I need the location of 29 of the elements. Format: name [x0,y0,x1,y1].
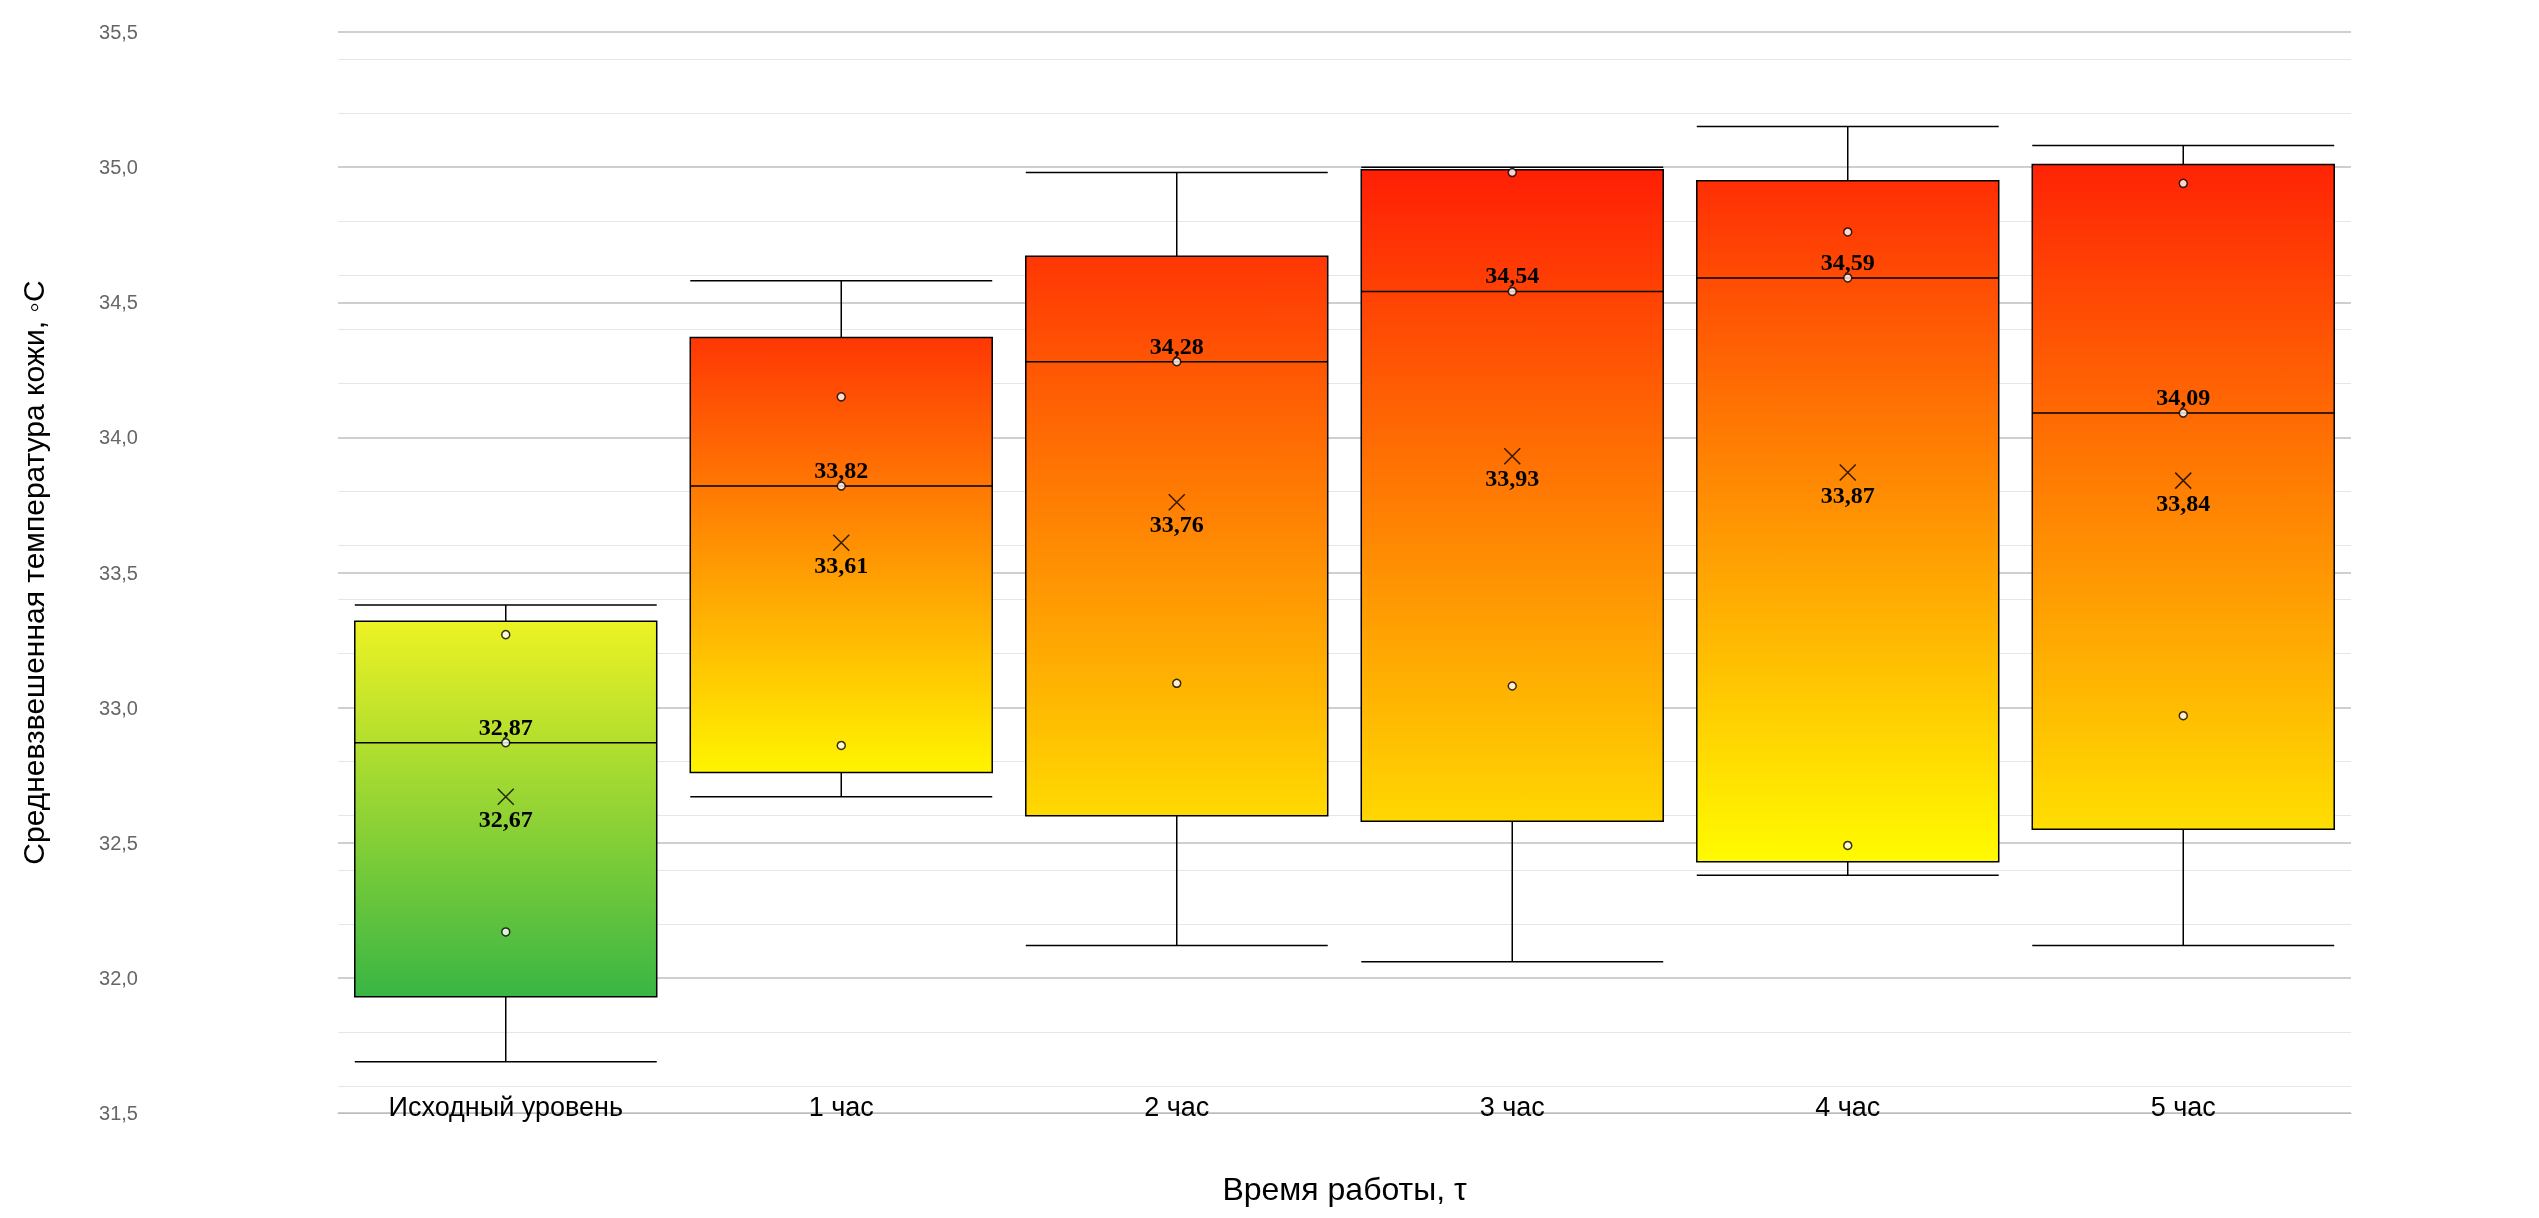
y-tick-label: 32,5 [99,831,138,854]
y-axis-title: Средневзвешенная температура кожи, ◦C [16,280,50,865]
x-tick-label: 3 час [1479,1091,1545,1122]
x-tick-label: 2 час [1144,1091,1210,1122]
y-tick-label: 32,0 [99,966,138,989]
y-tick-label: 34,5 [99,291,138,314]
annotation: 33,76 [1149,511,1204,538]
annotation: 33,93 [1485,465,1540,492]
x-tick-label: 5 час [2150,1091,2216,1122]
x-axis-title: Время работы, τ [1222,1171,1467,1207]
y-tick-label: 33,5 [99,561,138,584]
annotation: 34,59 [1820,248,1875,275]
annotation: 33,84 [2156,489,2211,516]
annotation: 33,61 [814,551,869,578]
y-tick-label: 35,5 [99,21,138,43]
y-tick-label: 34,0 [99,426,138,449]
x-tick-label: Исходный уровень [388,1091,623,1122]
y-tick-label: 35,0 [99,156,138,179]
y-tick-label: 33,0 [99,696,138,719]
annotation: 32,67 [478,805,533,832]
x-tick-label: 4 час [1815,1091,1881,1122]
annotation: 32,87 [478,713,533,740]
annotation: 34,28 [1149,332,1204,359]
annotation: 34,54 [1485,262,1540,289]
annotation: 33,87 [1820,481,1875,508]
y-tick-label: 31,5 [99,1102,138,1124]
x-tick-label: 1 час [808,1091,874,1122]
annotation: 34,09 [2156,384,2211,411]
annotation: 33,82 [814,457,869,484]
